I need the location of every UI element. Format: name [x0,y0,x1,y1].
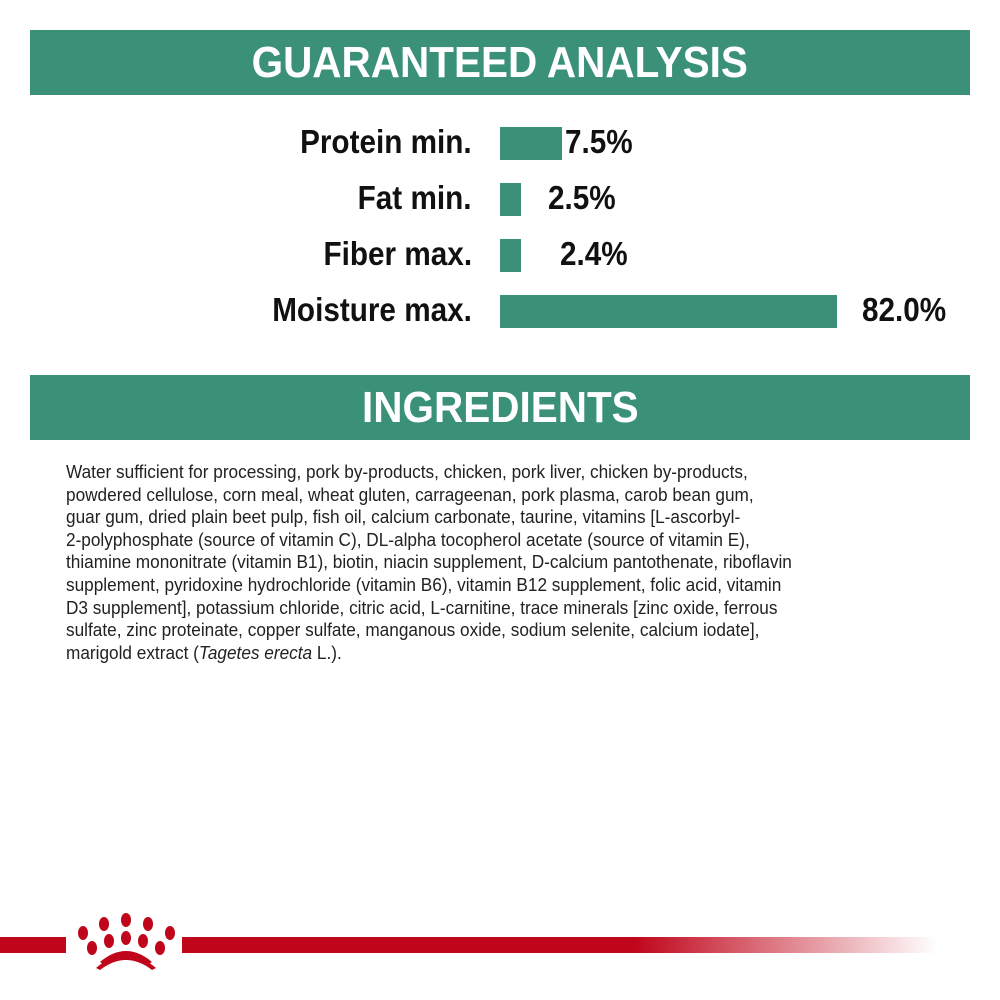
analysis-bar [500,295,837,328]
ingredients-header: INGREDIENTS [30,375,970,440]
stripe-left [0,937,66,953]
analysis-row-fiber: Fiber max. 2.4% [0,235,1000,272]
analysis-label: Protein min. [300,123,472,160]
footer-stripe [0,913,937,970]
ingredients-line: Water sufficient for processing, pork by… [66,461,748,482]
ingredients-line: powdered cellulose, corn meal, wheat glu… [66,483,754,505]
ingredients-text-span: marigold extract ( [66,641,199,663]
ingredients-text-span: L.). [312,641,342,663]
analysis-bar [500,183,521,216]
stripe-right [182,937,937,953]
analysis-row-moisture: Moisture max. 82.0% [0,291,1000,328]
analysis-row-protein: Protein min. 7.5% [0,123,1000,160]
analysis-bar [500,239,521,272]
analysis-value: 2.4% [560,235,628,272]
ingredients-line: guar gum, dried plain beet pulp, fish oi… [66,506,741,528]
ingredients-line: marigold extract (Tagetes erecta L.). [66,642,792,665]
analysis-bar [500,127,562,160]
ingredients-line: thiamine mononitrate (vitamin B1), bioti… [66,551,792,573]
analysis-row-fat: Fat min. 2.5% [0,179,1000,216]
guaranteed-analysis-title: GUARANTEED ANALYSIS [251,37,749,87]
analysis-value: 82.0% [862,291,947,328]
analysis-label: Moisture max. [272,291,472,328]
analysis-label: Fat min. [358,179,472,216]
ingredients-title: INGREDIENTS [361,382,639,432]
ingredients-line: sulfate, zinc proteinate, copper sulfate… [66,619,760,641]
ingredients-line: supplement, pyridoxine hydrochloride (vi… [66,573,782,595]
analysis-value: 7.5% [565,123,633,160]
ingredients-text: Water sufficient for processing, pork by… [66,461,846,664]
royal-canin-crown-paw-icon [78,913,175,970]
ingredients-line: D3 supplement], potassium chloride, citr… [66,596,778,618]
analysis-label: Fiber max. [323,235,472,272]
guaranteed-analysis-header: GUARANTEED ANALYSIS [30,30,970,95]
ingredients-line: 2-polyphosphate (source of vitamin C), D… [66,528,750,550]
ingredients-italic-name: Tagetes erecta [198,641,313,663]
analysis-value: 2.5% [548,179,616,216]
